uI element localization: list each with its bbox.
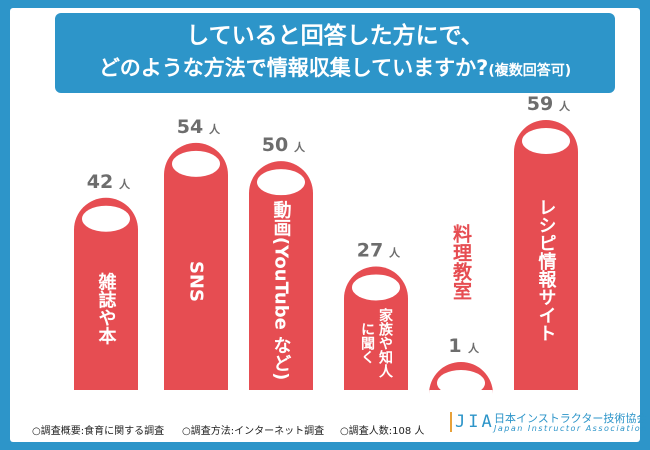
category-label-3-1: に聞く (359, 322, 375, 364)
category-label-3-0: 家族や知人 (377, 308, 393, 379)
bar-2 (249, 161, 313, 390)
bar-hole-1 (172, 150, 220, 177)
category-label-group-2: 動画(YouTube など) (271, 200, 292, 381)
value-label-3: 27 (357, 239, 383, 261)
category-label-2: 動画(YouTube など) (271, 200, 292, 381)
value-label-1: 54 (177, 116, 203, 138)
footer-note-survey-method: ○調査方法:インターネット調査 (182, 426, 325, 437)
category-label-4: 料理教室 (450, 223, 472, 300)
title-line-2: どのような方法で情報収集していますか?(複数回答可) (55, 53, 615, 86)
value-label-2: 50 (262, 134, 288, 156)
value-unit-0: 人 (119, 177, 131, 191)
footer-note-respondents: ○調査人数:108 人 (340, 426, 425, 437)
category-label-group-5: レシピ情報サイト (536, 198, 557, 342)
category-label-5: レシピ情報サイト (536, 198, 557, 342)
value-unit-5: 人 (559, 99, 571, 113)
value-unit-2: 人 (294, 140, 306, 154)
bar-hole-0 (82, 205, 130, 232)
bar-1 (164, 142, 228, 390)
value-label-4: 1 (448, 335, 461, 357)
organization-logo: JIA 日本インストラクター技術協会 Japan Instructor Asso… (450, 410, 647, 436)
category-label-1: SNS (186, 261, 207, 302)
category-label-0: 雑誌や本 (96, 272, 118, 346)
content-card: していると回答した方にで、 どのような方法で情報収集していますか?(複数回答可)… (10, 8, 647, 442)
bar-hole-3 (352, 274, 400, 301)
bar-hole-5 (522, 128, 570, 154)
title-question: どのような方法で情報収集していますか? (98, 56, 489, 80)
logo-mark: JIA (450, 412, 495, 432)
title-note: (複数回答可) (488, 63, 572, 79)
bar-5 (514, 120, 578, 390)
value-label-5: 59 (527, 93, 553, 115)
value-unit-1: 人 (209, 122, 221, 136)
bar-0 (74, 197, 138, 390)
value-unit-3: 人 (389, 245, 401, 259)
bar-3 (344, 266, 408, 390)
bar-hole-4 (437, 370, 485, 396)
value-label-0: 42 (87, 171, 113, 193)
category-label-group-0: 雑誌や本 (96, 272, 118, 346)
title-line-1: していると回答した方にで、 (186, 23, 484, 49)
value-unit-4: 人 (468, 341, 480, 355)
title-banner: していると回答した方にで、 どのような方法で情報収集していますか?(複数回答可) (55, 13, 615, 93)
logo-name-en: Japan Instructor Association (494, 424, 648, 433)
logo-name-ja: 日本インストラクター技術協会 (494, 412, 648, 425)
footer-note-survey-summary: ○調査概要:食育に関する調査 (32, 426, 165, 437)
bar-hole-2 (257, 169, 305, 196)
category-label-group-1: SNS (186, 261, 207, 302)
